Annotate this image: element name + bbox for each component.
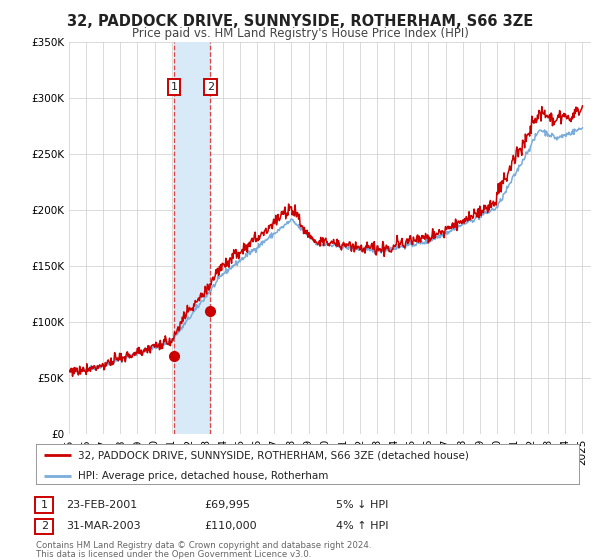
- Text: This data is licensed under the Open Government Licence v3.0.: This data is licensed under the Open Gov…: [36, 550, 311, 559]
- Text: Contains HM Land Registry data © Crown copyright and database right 2024.: Contains HM Land Registry data © Crown c…: [36, 541, 371, 550]
- Text: 1: 1: [170, 82, 178, 92]
- Text: Price paid vs. HM Land Registry's House Price Index (HPI): Price paid vs. HM Land Registry's House …: [131, 27, 469, 40]
- Text: 5% ↓ HPI: 5% ↓ HPI: [336, 500, 388, 510]
- Text: 32, PADDOCK DRIVE, SUNNYSIDE, ROTHERHAM, S66 3ZE (detached house): 32, PADDOCK DRIVE, SUNNYSIDE, ROTHERHAM,…: [79, 450, 469, 460]
- Text: £69,995: £69,995: [204, 500, 250, 510]
- Text: £110,000: £110,000: [204, 521, 257, 531]
- Text: 4% ↑ HPI: 4% ↑ HPI: [336, 521, 389, 531]
- Text: 2: 2: [206, 82, 214, 92]
- Bar: [174, 42, 210, 434]
- Text: 23-FEB-2001: 23-FEB-2001: [66, 500, 137, 510]
- Text: 31-MAR-2003: 31-MAR-2003: [66, 521, 140, 531]
- Text: 1: 1: [41, 500, 48, 510]
- Text: 2: 2: [41, 521, 48, 531]
- Text: 32, PADDOCK DRIVE, SUNNYSIDE, ROTHERHAM, S66 3ZE: 32, PADDOCK DRIVE, SUNNYSIDE, ROTHERHAM,…: [67, 14, 533, 29]
- Text: HPI: Average price, detached house, Rotherham: HPI: Average price, detached house, Roth…: [79, 470, 329, 480]
